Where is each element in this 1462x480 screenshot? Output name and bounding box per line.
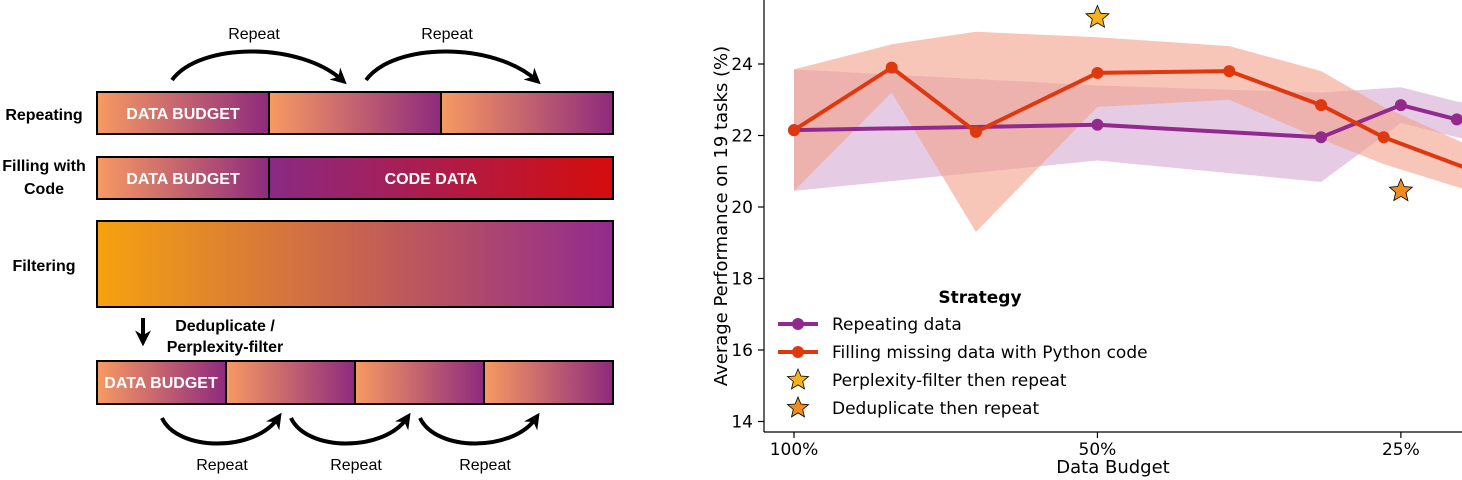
strategy-diagram: Repeat Repeat Repeating DATA BUDGET Fill… bbox=[2, 26, 614, 474]
legend-label-repeating: Repeating data bbox=[832, 315, 962, 335]
data-point bbox=[1450, 113, 1462, 126]
star-marker-1 bbox=[1388, 177, 1414, 202]
data-point bbox=[1315, 131, 1328, 144]
legend-label-perplexity: Perplexity-filter then repeat bbox=[832, 371, 1067, 391]
legend: Strategy Repeating data Filling missing … bbox=[778, 288, 1148, 419]
repeat-label-2: Repeat bbox=[421, 26, 473, 43]
band-1 bbox=[794, 31, 1462, 232]
repeat-arrow-2 bbox=[364, 49, 541, 85]
data-budget-text: DATA BUDGET bbox=[104, 375, 218, 392]
repeat-block-2 bbox=[440, 91, 614, 135]
row-label-repeating: Repeating bbox=[5, 107, 82, 124]
data-point bbox=[1315, 99, 1328, 112]
repeat-arrow-4 bbox=[289, 412, 411, 446]
legend-label-dedup: Deduplicate then repeat bbox=[832, 399, 1039, 419]
data-point bbox=[885, 61, 898, 74]
y-tick-label: 20 bbox=[731, 198, 753, 218]
repeat-block-2 bbox=[354, 360, 485, 405]
y-tick-label: 24 bbox=[731, 55, 753, 75]
repeat-block-1 bbox=[268, 91, 442, 135]
data-point bbox=[1223, 65, 1236, 78]
y-tick-label: 16 bbox=[731, 341, 753, 361]
repeat-label-1: Repeat bbox=[228, 26, 280, 43]
repeat-label-3: Repeat bbox=[196, 457, 248, 474]
series-line-0 bbox=[793, 103, 1462, 140]
y-ticks: 14 16 18 20 22 24 bbox=[731, 55, 764, 433]
legend-star-dedup bbox=[786, 395, 810, 418]
code-data-text: CODE DATA bbox=[385, 171, 478, 188]
repeat-label-5: Repeat bbox=[459, 457, 511, 474]
x-tick-label: 50% bbox=[1079, 440, 1117, 460]
repeat-label-4: Repeat bbox=[330, 457, 382, 474]
legend-dot-repeating bbox=[792, 318, 804, 330]
repeat-block-3 bbox=[483, 360, 614, 405]
data-point bbox=[969, 125, 982, 138]
data-point bbox=[1091, 66, 1104, 79]
code-data-block bbox=[268, 156, 614, 200]
y-tick-label: 14 bbox=[731, 413, 753, 433]
legend-star bbox=[786, 395, 810, 418]
dedup-label-2: Perplexity-filter bbox=[167, 339, 283, 356]
data-point bbox=[1394, 99, 1407, 112]
repeat-arrow-3 bbox=[160, 412, 282, 446]
row-label-filtering: Filtering bbox=[12, 258, 75, 275]
y-tick-label: 22 bbox=[731, 127, 753, 147]
repeat-arrow-1 bbox=[170, 49, 347, 85]
data-budget-block bbox=[96, 156, 270, 200]
data-point bbox=[1377, 131, 1390, 144]
x-tick-label: 25% bbox=[1382, 440, 1420, 460]
series-points bbox=[788, 61, 1462, 144]
x-tick-label: 100% bbox=[770, 440, 819, 460]
dedup-label-1: Deduplicate / bbox=[175, 318, 275, 335]
row-label-filling-2: Code bbox=[24, 181, 64, 198]
y-axis-label: Average Performance on 19 tasks (%) bbox=[711, 46, 732, 386]
repeat-arrow-5 bbox=[418, 412, 540, 446]
full-dataset-block bbox=[96, 220, 614, 308]
legend-star bbox=[786, 367, 810, 390]
repeat-block-1 bbox=[225, 360, 356, 405]
strategy-markers bbox=[1085, 4, 1414, 202]
legend-star-perplexity bbox=[786, 367, 810, 390]
data-point bbox=[1091, 118, 1104, 131]
confidence-bands bbox=[794, 31, 1462, 232]
y-tick-label: 18 bbox=[731, 270, 753, 290]
data-point bbox=[788, 124, 800, 137]
x-axis-label: Data Budget bbox=[1056, 457, 1169, 478]
x-ticks: 100%50%25%10% bbox=[770, 432, 1420, 460]
data-budget-text: DATA BUDGET bbox=[126, 171, 240, 188]
legend-label-code: Filling missing data with Python code bbox=[832, 343, 1148, 363]
data-budget-text: DATA BUDGET bbox=[126, 106, 240, 123]
legend-title: Strategy bbox=[938, 288, 1021, 308]
legend-dot-code bbox=[792, 346, 804, 358]
star-marker-0 bbox=[1085, 4, 1110, 29]
row-label-filling-1: Filling with bbox=[2, 158, 86, 175]
data-budget-block bbox=[96, 91, 270, 135]
